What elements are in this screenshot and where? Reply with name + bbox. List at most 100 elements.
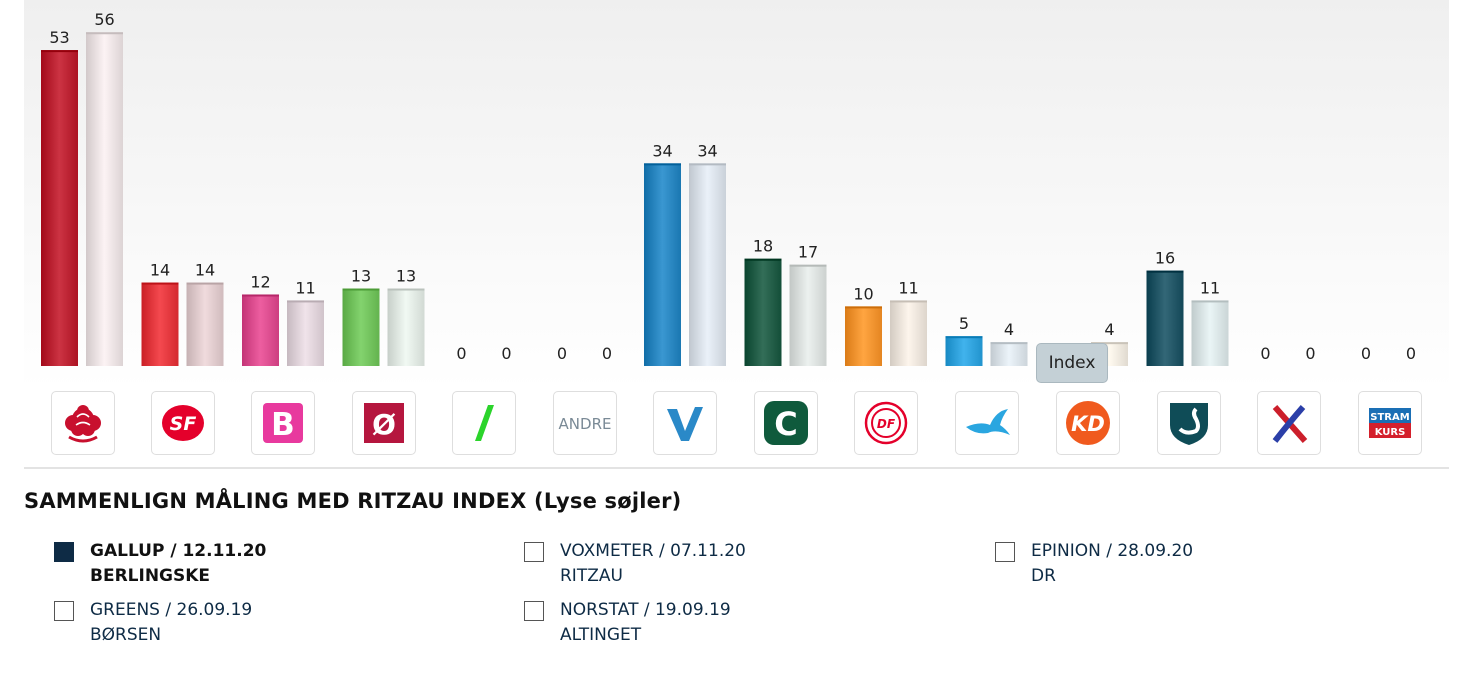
bar-top-edge (845, 306, 882, 309)
b-logo-icon: B (261, 401, 305, 445)
bar-value-label: 0 (1260, 344, 1270, 363)
poll-option[interactable]: NORSTAT / 19.09.19 ALTINGET (524, 600, 944, 652)
poll-bar[interactable] (41, 50, 78, 367)
bar-value-label: 0 (602, 344, 612, 363)
bar-top-edge (41, 50, 78, 53)
bar-value-label: 0 (1361, 344, 1371, 363)
rose-icon (59, 401, 107, 445)
bar-value-label: 10 (853, 284, 873, 303)
index-bar[interactable] (990, 342, 1028, 366)
bar-value-label: 34 (697, 141, 717, 160)
bar-value-label: 56 (94, 10, 114, 29)
poll-source: BERLINGSKE (90, 566, 211, 586)
poll-checkbox[interactable] (54, 601, 74, 621)
svg-text:C: C (774, 405, 797, 443)
compare-heading: SAMMENLIGN MÅLING MED RITZAU INDEX (Lyse… (24, 489, 682, 513)
poll-bar[interactable] (744, 258, 782, 366)
poll-bar[interactable] (342, 288, 380, 366)
v-logo-icon (663, 403, 707, 443)
index-bar[interactable] (890, 300, 927, 366)
bar-top-edge (141, 282, 179, 285)
poll-option[interactable]: EPINION / 28.09.20 DR (995, 541, 1415, 593)
poll-bar[interactable] (644, 163, 681, 366)
poll-checkbox[interactable] (995, 542, 1015, 562)
poll-bar[interactable] (845, 306, 882, 366)
index-bar[interactable] (1191, 300, 1229, 366)
poll-name: GREENS / 26.09.19 (90, 600, 253, 620)
poll-bar[interactable] (141, 282, 179, 366)
svg-text:Ø: Ø (372, 408, 396, 441)
poll-option[interactable]: GREENS / 26.09.19 BØRSEN (54, 600, 474, 652)
divider (24, 467, 1449, 469)
poll-bar[interactable] (242, 294, 279, 366)
svg-text:B: B (271, 407, 295, 443)
bar-value-label: 17 (798, 243, 818, 262)
bar-value-label: 5 (959, 314, 969, 333)
party-logo-button[interactable] (1257, 391, 1321, 455)
bar-value-label: 53 (49, 28, 69, 47)
poll-bar[interactable] (945, 336, 983, 366)
party-logo-button[interactable]: DF (854, 391, 918, 455)
poll-source: RITZAU (560, 566, 623, 586)
bar-top-edge (1146, 270, 1184, 273)
bar-value-label: 14 (195, 261, 215, 280)
poll-name: GALLUP / 12.11.20 (90, 541, 267, 561)
sf-logo-icon: SF (160, 403, 206, 443)
index-bar[interactable] (86, 32, 123, 367)
kd-logo-icon: KD (1063, 398, 1113, 448)
bar-top-edge (644, 163, 681, 166)
poll-checkbox[interactable] (54, 542, 74, 562)
bar-value-label: 12 (250, 272, 270, 291)
party-logo-button[interactable]: ANDRE (553, 391, 617, 455)
party-logo-button[interactable]: B (251, 391, 315, 455)
bar-top-edge (186, 282, 224, 285)
poll-option[interactable]: VOXMETER / 07.11.20 RITZAU (524, 541, 944, 593)
bar-value-label: 13 (396, 267, 416, 286)
bar-value-label: 13 (351, 267, 371, 286)
index-bar[interactable] (789, 264, 827, 366)
bar-top-edge (789, 264, 827, 267)
party-logo-button[interactable] (1157, 391, 1221, 455)
party-logo-button[interactable]: C (754, 391, 818, 455)
tooltip-label: Index (1048, 353, 1096, 373)
party-logo-button[interactable] (955, 391, 1019, 455)
bar-top-edge (1091, 342, 1128, 345)
bar-value-label: 0 (557, 344, 567, 363)
seats-bar-chart: 53 56 14 14 12 11 13 13 0 0 0 0 34 34 18 17 10 11 5 4 4 16 11 0… (41, 10, 1416, 367)
svg-text:SF: SF (170, 413, 197, 435)
party-logo-button[interactable]: KD (1056, 391, 1120, 455)
party-logo-button[interactable] (51, 391, 115, 455)
party-logo-button[interactable]: Ø (352, 391, 416, 455)
poll-source: DR (1031, 566, 1056, 586)
poll-checkbox[interactable] (524, 542, 544, 562)
svg-text:KD: KD (1071, 412, 1105, 436)
c-logo-icon: C (761, 398, 811, 448)
party-logo-button[interactable] (653, 391, 717, 455)
bar-value-label: 0 (456, 344, 466, 363)
cross-logo-icon (1267, 401, 1311, 445)
oe-logo-icon: Ø (362, 401, 406, 445)
poll-bar[interactable] (1146, 270, 1184, 366)
df-logo-icon: DF (863, 400, 909, 446)
poll-checkbox[interactable] (524, 601, 544, 621)
bar-top-edge (86, 32, 123, 35)
index-bar[interactable] (689, 163, 726, 366)
party-logo-button[interactable]: STRAM KURS (1358, 391, 1422, 455)
party-logo-button[interactable]: SF (151, 391, 215, 455)
svg-text:DF: DF (877, 417, 896, 431)
andre-text-icon: ANDRE (556, 411, 614, 435)
bar-value-label: 0 (501, 344, 511, 363)
bar-value-label: 14 (150, 261, 170, 280)
party-logo-button[interactable] (452, 391, 516, 455)
poll-option[interactable]: GALLUP / 12.11.20 BERLINGSKE (54, 541, 474, 593)
bar-top-edge (689, 163, 726, 166)
chart-area: 53 56 14 14 12 11 13 13 0 0 0 0 34 34 18 17 10 11 5 4 4 16 11 0… (24, 0, 1449, 466)
stramkurs-logo-icon: STRAM KURS (1367, 406, 1413, 440)
index-bar[interactable] (387, 288, 425, 366)
poll-source: ALTINGET (560, 625, 642, 645)
bar-value-label: 34 (652, 141, 672, 160)
index-bar[interactable] (186, 282, 224, 366)
index-bar[interactable] (287, 300, 324, 366)
bar-top-edge (242, 294, 279, 297)
bird-logo-icon (962, 405, 1012, 441)
